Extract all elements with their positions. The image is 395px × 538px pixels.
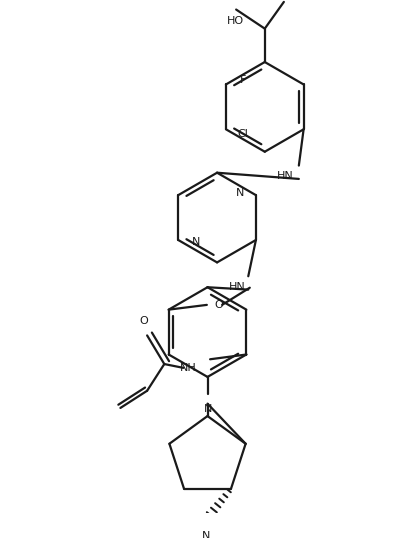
Text: N: N — [192, 237, 200, 247]
Text: NH: NH — [180, 363, 197, 373]
Text: O: O — [139, 316, 148, 326]
Text: N: N — [204, 404, 213, 414]
Text: N: N — [236, 188, 245, 198]
Text: O: O — [214, 300, 223, 310]
Text: HN: HN — [277, 171, 294, 181]
Text: Cl: Cl — [237, 129, 248, 139]
Text: HN: HN — [228, 282, 245, 292]
Text: F: F — [240, 75, 246, 84]
Text: HO: HO — [227, 16, 244, 26]
Text: N: N — [202, 532, 211, 538]
